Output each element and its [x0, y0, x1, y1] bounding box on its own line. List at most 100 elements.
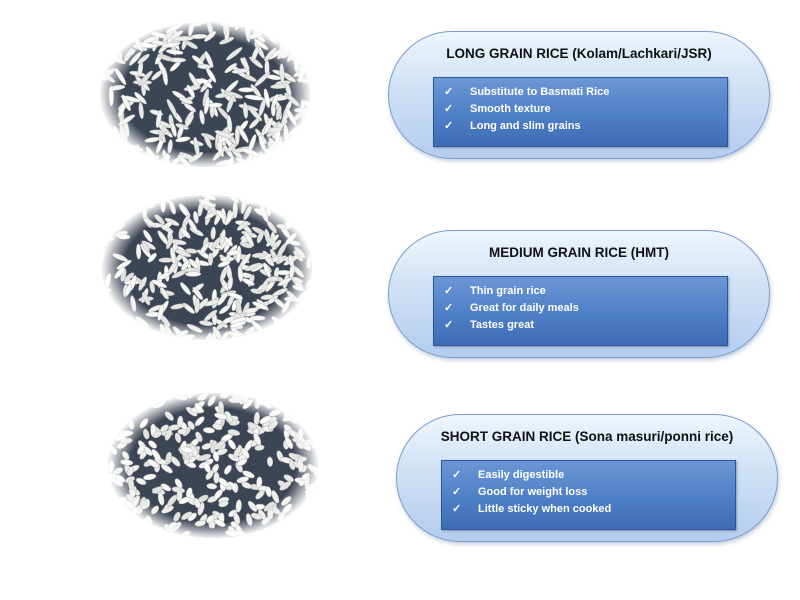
rice-grain — [105, 198, 115, 213]
rice-grain — [277, 196, 286, 213]
rice-grain — [110, 412, 117, 423]
rice-grain — [305, 413, 314, 424]
rice-grain — [274, 195, 284, 204]
rice-grain — [129, 399, 138, 409]
card-title: SHORT GRAIN RICE (Sona masuri/ponni rice… — [440, 429, 734, 444]
rice-grain — [296, 311, 303, 329]
feature-text: Long and slim grains — [470, 120, 581, 132]
rice-grain — [273, 26, 292, 39]
rice-grain — [116, 23, 130, 31]
rice-grain — [116, 531, 125, 538]
feature-item: ✓ Good for weight loss — [452, 484, 735, 501]
rice-grain — [126, 408, 133, 418]
rice-grain — [260, 332, 267, 340]
feature-item: ✓ Smooth texture — [444, 101, 727, 118]
rice-grain — [115, 22, 125, 35]
check-icon: ✓ — [444, 319, 454, 331]
rice-grain — [289, 22, 305, 32]
long-grain-rice-photo — [100, 22, 310, 167]
rice-grain — [108, 421, 120, 428]
rice-grain — [288, 531, 300, 538]
check-icon: ✓ — [452, 503, 462, 515]
rice-grain — [108, 503, 120, 510]
rice-grain — [298, 201, 312, 209]
rice-grain — [108, 22, 124, 28]
rice-grain — [313, 522, 318, 535]
rice-grain — [308, 525, 315, 538]
rice-grain — [109, 195, 121, 202]
rice-grain — [277, 195, 283, 207]
rice-grain — [305, 508, 313, 521]
rice-grain — [310, 527, 317, 538]
rice-grain — [279, 162, 298, 167]
rice-grain — [102, 312, 114, 324]
photo-edge-fade — [100, 22, 310, 167]
rice-grain — [122, 401, 131, 411]
feature-item: ✓ Substitute to Basmati Rice — [444, 84, 727, 101]
rice-grain — [103, 306, 109, 323]
rice-grain — [271, 524, 285, 532]
rice-grain — [298, 216, 310, 230]
feature-list: ✓ Substitute to Basmati Rice ✓ Smooth text… — [433, 77, 728, 147]
rice-grain — [137, 394, 145, 407]
rice-grain — [102, 223, 113, 230]
feature-item: ✓ Long and slim grains — [444, 118, 727, 135]
rice-grain — [108, 527, 113, 538]
rice-grain — [279, 150, 289, 164]
rice-grain — [114, 393, 124, 402]
rice-grain — [139, 526, 150, 538]
rice-grain — [122, 150, 139, 158]
rice-grain — [262, 195, 276, 203]
rice-grain — [296, 327, 302, 340]
check-icon: ✓ — [444, 302, 454, 314]
short-grain-rice-photo — [108, 393, 318, 538]
rice-grain — [281, 145, 292, 161]
rice-grain — [100, 149, 111, 163]
rice-grain — [113, 515, 121, 526]
feature-text: Tastes great — [470, 319, 534, 331]
medium-grain-rice-photo — [102, 195, 312, 340]
rice-grain — [280, 198, 294, 205]
photo-edge-fade — [108, 393, 318, 538]
rice-grain — [262, 195, 270, 204]
rice-grain — [281, 198, 298, 205]
rice-grain — [299, 515, 311, 525]
rice-grain — [283, 200, 296, 207]
rice-grain — [296, 201, 311, 208]
photo-edge-fade — [102, 195, 312, 340]
feature-text: Little sticky when cooked — [478, 503, 612, 515]
rice-grain — [299, 302, 307, 315]
check-icon: ✓ — [444, 103, 454, 115]
short-grain-rice-card: SHORT GRAIN RICE (Sona masuri/ponni rice… — [396, 414, 778, 542]
rice-grain — [135, 195, 142, 207]
rice-grain — [284, 533, 296, 538]
rice-grain — [102, 301, 111, 308]
feature-text: Thin grain rice — [470, 285, 546, 297]
rice-grain — [134, 195, 145, 205]
rice-grain — [302, 394, 313, 402]
rice-grain — [311, 533, 318, 538]
rice-grain — [284, 148, 292, 165]
rice-grain — [293, 195, 307, 202]
rice-grain — [100, 28, 115, 36]
rice-grain — [102, 195, 109, 210]
feature-text: Good for weight loss — [478, 486, 588, 498]
rice-grains-image — [102, 195, 312, 340]
rice-grain — [100, 22, 111, 31]
rice-grain — [300, 152, 306, 167]
medium-grain-rice-card: MEDIUM GRAIN RICE (HMT) ✓ Thin grain rice… — [388, 230, 770, 358]
rice-grain — [108, 422, 113, 432]
rice-grain — [108, 529, 116, 538]
rice-grain — [102, 203, 109, 215]
rice-grain — [296, 215, 306, 229]
rice-grain — [120, 22, 129, 33]
rice-grain — [279, 393, 289, 400]
rice-grain — [100, 148, 116, 162]
rice-grain — [290, 138, 309, 147]
feature-item: ✓ Great for daily meals — [444, 300, 727, 317]
rice-grain — [285, 202, 291, 216]
rice-grain — [108, 39, 125, 45]
feature-item: ✓ Tastes great — [444, 317, 727, 334]
rice-grain — [284, 22, 290, 34]
rice-grain — [293, 143, 306, 159]
